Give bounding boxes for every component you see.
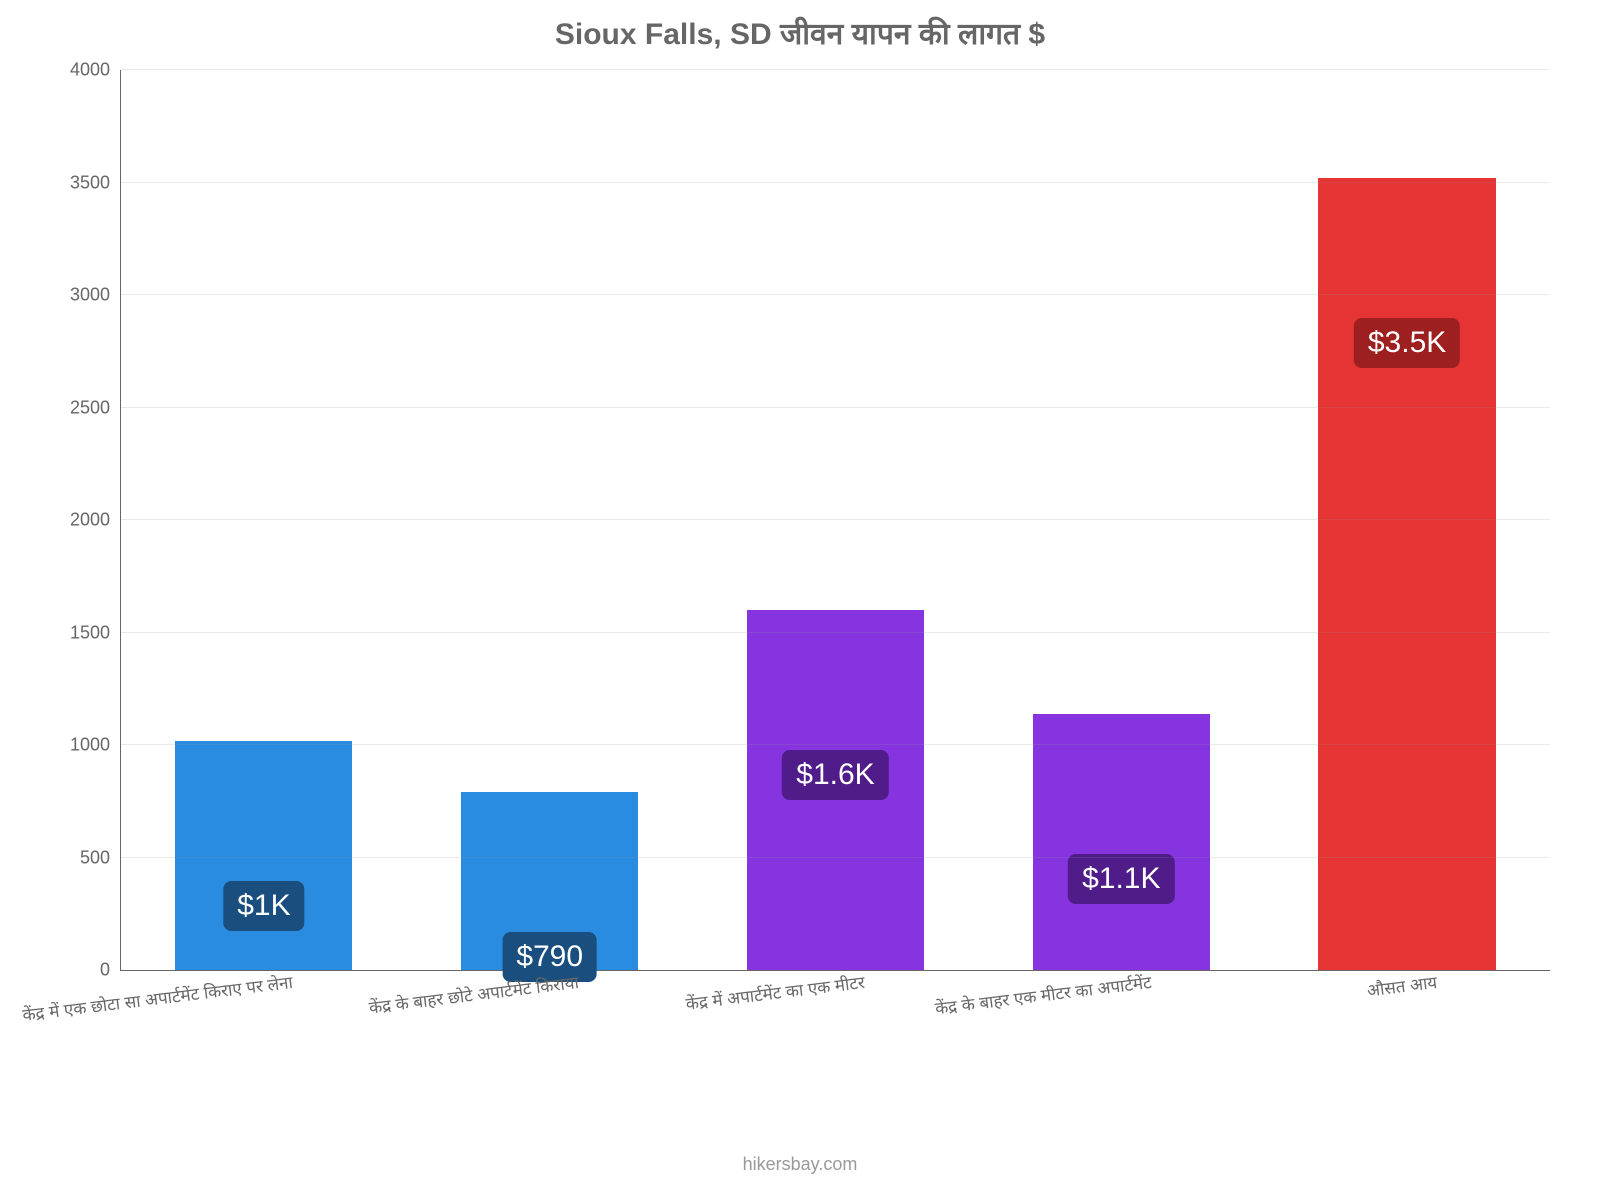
bar-slot: $3.5K bbox=[1264, 70, 1550, 970]
y-tick: 3000 bbox=[70, 285, 110, 306]
bar-value-label: $1.1K bbox=[1068, 854, 1174, 904]
bar-slot: $1K bbox=[121, 70, 407, 970]
x-category-label: केंद्र में एक छोटा सा अपार्टमेंट किराए प… bbox=[21, 970, 294, 1026]
y-tick: 2000 bbox=[70, 510, 110, 531]
y-tick: 0 bbox=[100, 960, 110, 981]
x-slot: केंद्र के बाहर एक मीटर का अपार्टमेंट bbox=[978, 970, 1264, 1050]
bar-slot: $1.1K bbox=[978, 70, 1264, 970]
y-axis: 05001000150020002500300035004000 bbox=[50, 70, 120, 970]
source-label: hikersbay.com bbox=[0, 1154, 1600, 1175]
gridline bbox=[121, 407, 1550, 408]
y-tick: 2500 bbox=[70, 397, 110, 418]
bar: $1K bbox=[175, 741, 352, 971]
gridline bbox=[121, 744, 1550, 745]
y-tick: 1000 bbox=[70, 735, 110, 756]
bar: $790 bbox=[461, 792, 638, 970]
plot-row: 05001000150020002500300035004000 $1K$790… bbox=[50, 70, 1550, 970]
x-axis: केंद्र में एक छोटा सा अपार्टमेंट किराए प… bbox=[120, 970, 1550, 1050]
gridline bbox=[121, 519, 1550, 520]
bar-slot: $790 bbox=[407, 70, 693, 970]
y-tick: 1500 bbox=[70, 622, 110, 643]
x-slot: औसत आय bbox=[1264, 970, 1550, 1050]
x-slot: केंद्र में एक छोटा सा अपार्टमेंट किराए प… bbox=[120, 970, 406, 1050]
bar: $1.6K bbox=[747, 610, 924, 970]
gridline bbox=[121, 632, 1550, 633]
gridline bbox=[121, 857, 1550, 858]
plot-area: $1K $790 $1.6K $1.1K $3.5K bbox=[120, 70, 1550, 971]
y-tick: 500 bbox=[80, 847, 110, 868]
x-category-label: केंद्र में अपार्टमेंट का एक मीटर bbox=[685, 970, 867, 1015]
x-category-label: औसत आय bbox=[1366, 970, 1439, 1001]
y-tick: 4000 bbox=[70, 60, 110, 81]
chart-title: Sioux Falls, SD जीवन यापन की लागत $ bbox=[50, 10, 1550, 70]
bar: $3.5K bbox=[1318, 178, 1495, 970]
chart: Sioux Falls, SD जीवन यापन की लागत $ 0 500… bbox=[50, 10, 1550, 1070]
gridline bbox=[121, 294, 1550, 295]
bar-slot: $1.6K bbox=[693, 70, 979, 970]
gridline bbox=[121, 69, 1550, 70]
bar-value-label: $3.5K bbox=[1354, 318, 1460, 368]
bars: $1K $790 $1.6K $1.1K $3.5K bbox=[121, 70, 1550, 970]
chart-container: Sioux Falls, SD जीवन यापन की लागत $ 0 500… bbox=[0, 0, 1600, 1200]
gridline bbox=[121, 182, 1550, 183]
bar: $1.1K bbox=[1033, 714, 1210, 971]
x-slot: केंद्र के बाहर छोटे अपार्टमेंट किराया bbox=[406, 970, 692, 1050]
bar-value-label: $1K bbox=[223, 881, 304, 931]
y-tick: 3500 bbox=[70, 172, 110, 193]
bar-value-label: $1.6K bbox=[782, 750, 888, 800]
